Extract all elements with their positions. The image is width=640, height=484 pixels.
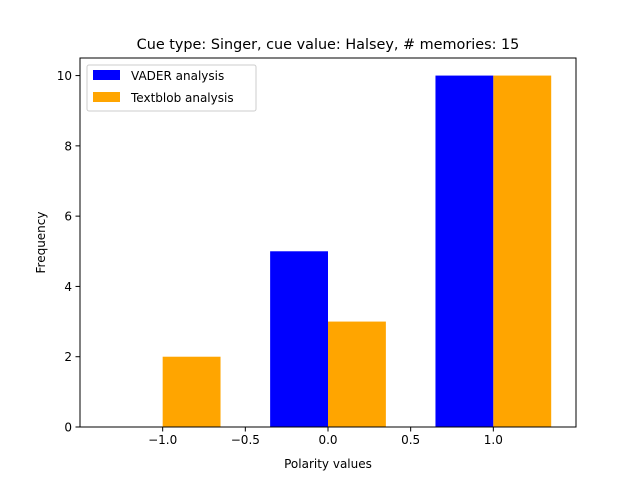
bars [162, 75, 552, 428]
x-tick-label: 0.0 [318, 433, 337, 447]
legend-swatch-textblob [93, 92, 120, 102]
legend-swatch-vader [93, 70, 120, 80]
bar-vader-1 [270, 251, 328, 427]
legend-label-vader: VADER analysis [131, 69, 224, 83]
y-tick-label: 4 [64, 280, 72, 294]
legend-frame [86, 64, 257, 112]
chart-title: Cue type: Singer, cue value: Halsey, # m… [137, 37, 520, 53]
bar-textblob-1 [328, 321, 386, 427]
bar-vader-2 [435, 75, 494, 428]
x-tick-label: −0.5 [231, 433, 260, 447]
y-tick-label: 0 [64, 421, 72, 435]
legend: VADER analysis Textblob analysis [86, 64, 257, 112]
x-axis-ticks: −1.0 −0.5 0.0 0.5 1.0 [148, 427, 503, 447]
bar-textblob-2 [493, 75, 552, 428]
bar-textblob-0 [162, 356, 221, 427]
x-tick-label: 1.0 [484, 433, 503, 447]
y-tick-label: 10 [57, 69, 72, 83]
y-axis-label: Frequency [34, 212, 48, 274]
y-axis-ticks: 0 2 4 6 8 10 [57, 69, 80, 435]
x-tick-label: −1.0 [148, 433, 177, 447]
y-tick-label: 8 [64, 139, 72, 153]
plot-frame [79, 57, 577, 428]
x-axis-label: Polarity values [284, 457, 372, 471]
y-tick-label: 2 [64, 350, 72, 364]
x-tick-label: 0.5 [401, 433, 420, 447]
y-tick-label: 6 [64, 210, 72, 224]
legend-label-textblob: Textblob analysis [130, 91, 234, 105]
